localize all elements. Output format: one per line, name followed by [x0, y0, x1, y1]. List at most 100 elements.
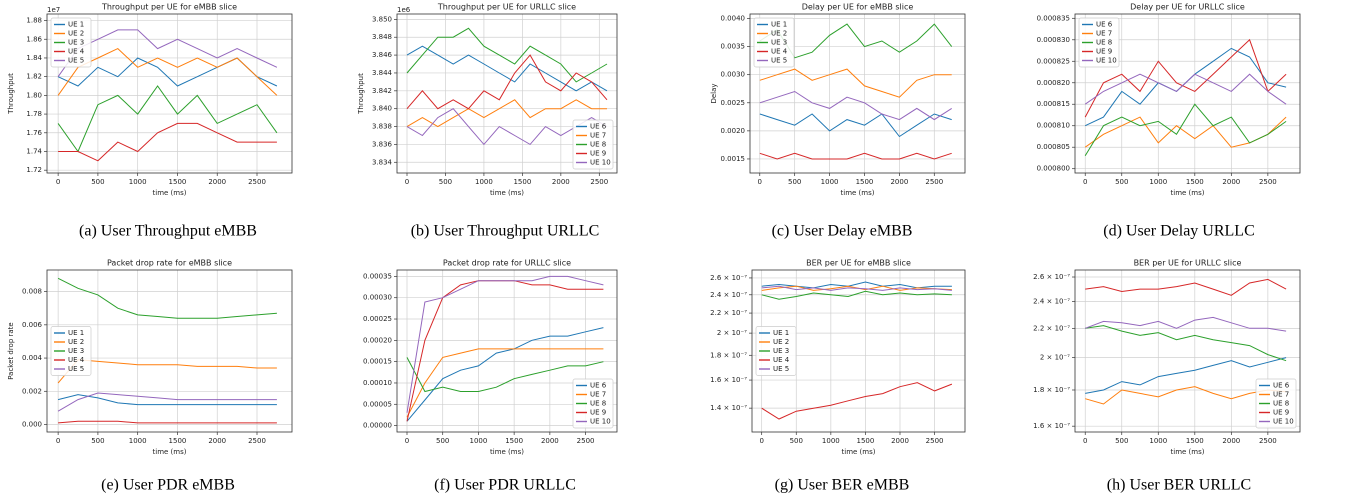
x-axis-label: time (ms) — [842, 448, 876, 456]
legend-label: UE 7 — [590, 391, 606, 399]
series-line — [406, 54, 608, 110]
y-tick-label: 3.846 — [372, 51, 393, 59]
x-tick-label: 2500 — [590, 178, 608, 186]
legend-label: UE 5 — [773, 365, 789, 373]
x-tick-label: 2000 — [541, 437, 559, 445]
y-tick-label: 0.000820 — [1037, 79, 1070, 87]
series-line — [58, 420, 277, 424]
series-line — [1084, 38, 1287, 118]
x-tick-label: 2000 — [208, 178, 226, 186]
y-tick-label: 0.0035 — [721, 43, 746, 51]
legend-label: UE 4 — [68, 48, 85, 56]
plot-frame — [46, 269, 293, 433]
y-tick-label: 1.76 — [26, 129, 42, 137]
legend-label: UE 9 — [590, 150, 606, 158]
x-tick-label: 0 — [56, 178, 60, 186]
subplot: Throughput per UE for URLLC slice 0 500 100… — [357, 3, 618, 240]
subfigure-caption: (b) User Throughput URLLC — [411, 223, 600, 240]
x-tick-label: 500 — [1115, 437, 1128, 445]
y-tick-label: 0.000835 — [1037, 14, 1070, 22]
plot-frame — [1074, 13, 1301, 174]
series-line — [57, 392, 277, 412]
series-line — [57, 85, 278, 153]
x-tick-label: 2000 — [891, 437, 909, 445]
x-tick-label: 2000 — [208, 437, 226, 445]
y-tick-label: 2.6 × 10⁻⁷ — [710, 274, 747, 282]
legend-label: UE 7 — [1096, 30, 1112, 38]
legend-label: UE 6 — [590, 382, 607, 390]
legend-label: UE 7 — [1273, 391, 1289, 399]
y-tick-label: 1.80 — [26, 91, 42, 99]
y-tick-label: 0.0020 — [721, 127, 746, 135]
y-tick-label: 2.4 × 10⁻⁷ — [710, 291, 747, 299]
legend-label: UE 1 — [68, 21, 84, 29]
series-line — [406, 275, 604, 413]
subplot: Packet drop rate for URLLC slice 0 500 1000… — [363, 259, 618, 494]
legend-label: UE 8 — [1273, 400, 1289, 408]
legend-label: UE 6 — [1096, 21, 1113, 29]
subplot-title: Packet drop rate for URLLC slice — [443, 259, 571, 268]
subfigure-caption: (f) User PDR URLLC — [434, 477, 576, 494]
x-tick-label: 0 — [405, 437, 409, 445]
y-tick-label: 3.844 — [372, 69, 393, 77]
y-tick-label: 1.82 — [26, 73, 42, 81]
x-tick-label: 1500 — [856, 178, 874, 186]
x-tick-label: 2500 — [577, 437, 595, 445]
legend-box — [1255, 378, 1297, 429]
legend-box — [755, 326, 797, 376]
y-tick-label: 1.88 — [26, 17, 42, 25]
subplot: BER per UE for eMBB slice 0 500 1000 1500 200… — [710, 259, 966, 494]
x-tick-label: 500 — [790, 437, 803, 445]
y-tick-label: 0.002 — [22, 387, 42, 395]
y-tick-label: 0.000830 — [1037, 36, 1070, 44]
y-axis-label: Delay — [710, 83, 718, 103]
subplot-title: Throughput per UE for URLLC slice — [437, 3, 576, 12]
x-tick-label: 500 — [1115, 178, 1128, 186]
legend-label: UE 4 — [68, 356, 85, 364]
x-tick-label: 500 — [439, 178, 452, 186]
legend-label: UE 6 — [590, 123, 607, 131]
x-axis-label: time (ms) — [153, 189, 187, 197]
legend-label: UE 3 — [68, 39, 84, 47]
y-tick-label: 2 × 10⁻⁷ — [717, 329, 747, 337]
subplot: Packet drop rate for eMBB slice 0 500 1000 1… — [7, 259, 293, 494]
legend-label: UE 2 — [68, 338, 84, 346]
y-tick-label: 2.2 × 10⁻⁷ — [1033, 324, 1070, 332]
x-tick-label: 1000 — [1149, 437, 1167, 445]
x-tick-label: 500 — [91, 178, 104, 186]
series-line — [57, 394, 277, 406]
y-tick-label: 0.00020 — [363, 336, 392, 344]
y-offset-label: 1e6 — [397, 6, 411, 14]
y-tick-label: 0.008 — [22, 288, 42, 296]
y-tick-label: 1.6 × 10⁻⁷ — [1033, 422, 1070, 430]
subplot-title: BER per UE for eMBB slice — [806, 259, 911, 268]
series-line — [1085, 357, 1287, 394]
x-axis-label: time (ms) — [490, 448, 524, 456]
subplot-title: Delay per UE for URLLC slice — [1130, 3, 1245, 12]
legend-label: UE 9 — [590, 409, 606, 417]
subfigure-caption: (e) User PDR eMBB — [101, 477, 235, 494]
x-axis-label: time (ms) — [1171, 448, 1205, 456]
subplot: Delay per UE for URLLC slice 0 500 1000 1500… — [1037, 3, 1301, 240]
legend-label: UE 10 — [590, 418, 611, 426]
y-tick-label: 3.850 — [372, 15, 392, 23]
legend-label: UE 1 — [68, 329, 84, 337]
legend-box — [753, 17, 795, 68]
y-tick-label: 1.86 — [26, 35, 42, 43]
x-tick-label: 2000 — [1222, 437, 1240, 445]
x-tick-label: 2000 — [890, 178, 908, 186]
legend-label: UE 4 — [773, 356, 790, 364]
subplot: Delay per UE for eMBB slice 0 500 1000 1500 2… — [710, 3, 966, 240]
series-line — [406, 327, 604, 422]
x-tick-label: 1000 — [129, 178, 147, 186]
x-tick-label: 2000 — [552, 178, 570, 186]
series-line — [761, 285, 952, 291]
y-tick-label: 0.004 — [22, 354, 43, 362]
legend-label: UE 3 — [773, 347, 789, 355]
subfigure-caption: (c) User Delay eMBB — [772, 223, 913, 240]
legend-label: UE 8 — [590, 141, 606, 149]
x-tick-label: 2500 — [248, 178, 266, 186]
legend-label: UE 10 — [1096, 57, 1117, 65]
series-line — [406, 45, 608, 92]
subplot-title: Throughput per UE for eMBB slice — [101, 3, 237, 12]
